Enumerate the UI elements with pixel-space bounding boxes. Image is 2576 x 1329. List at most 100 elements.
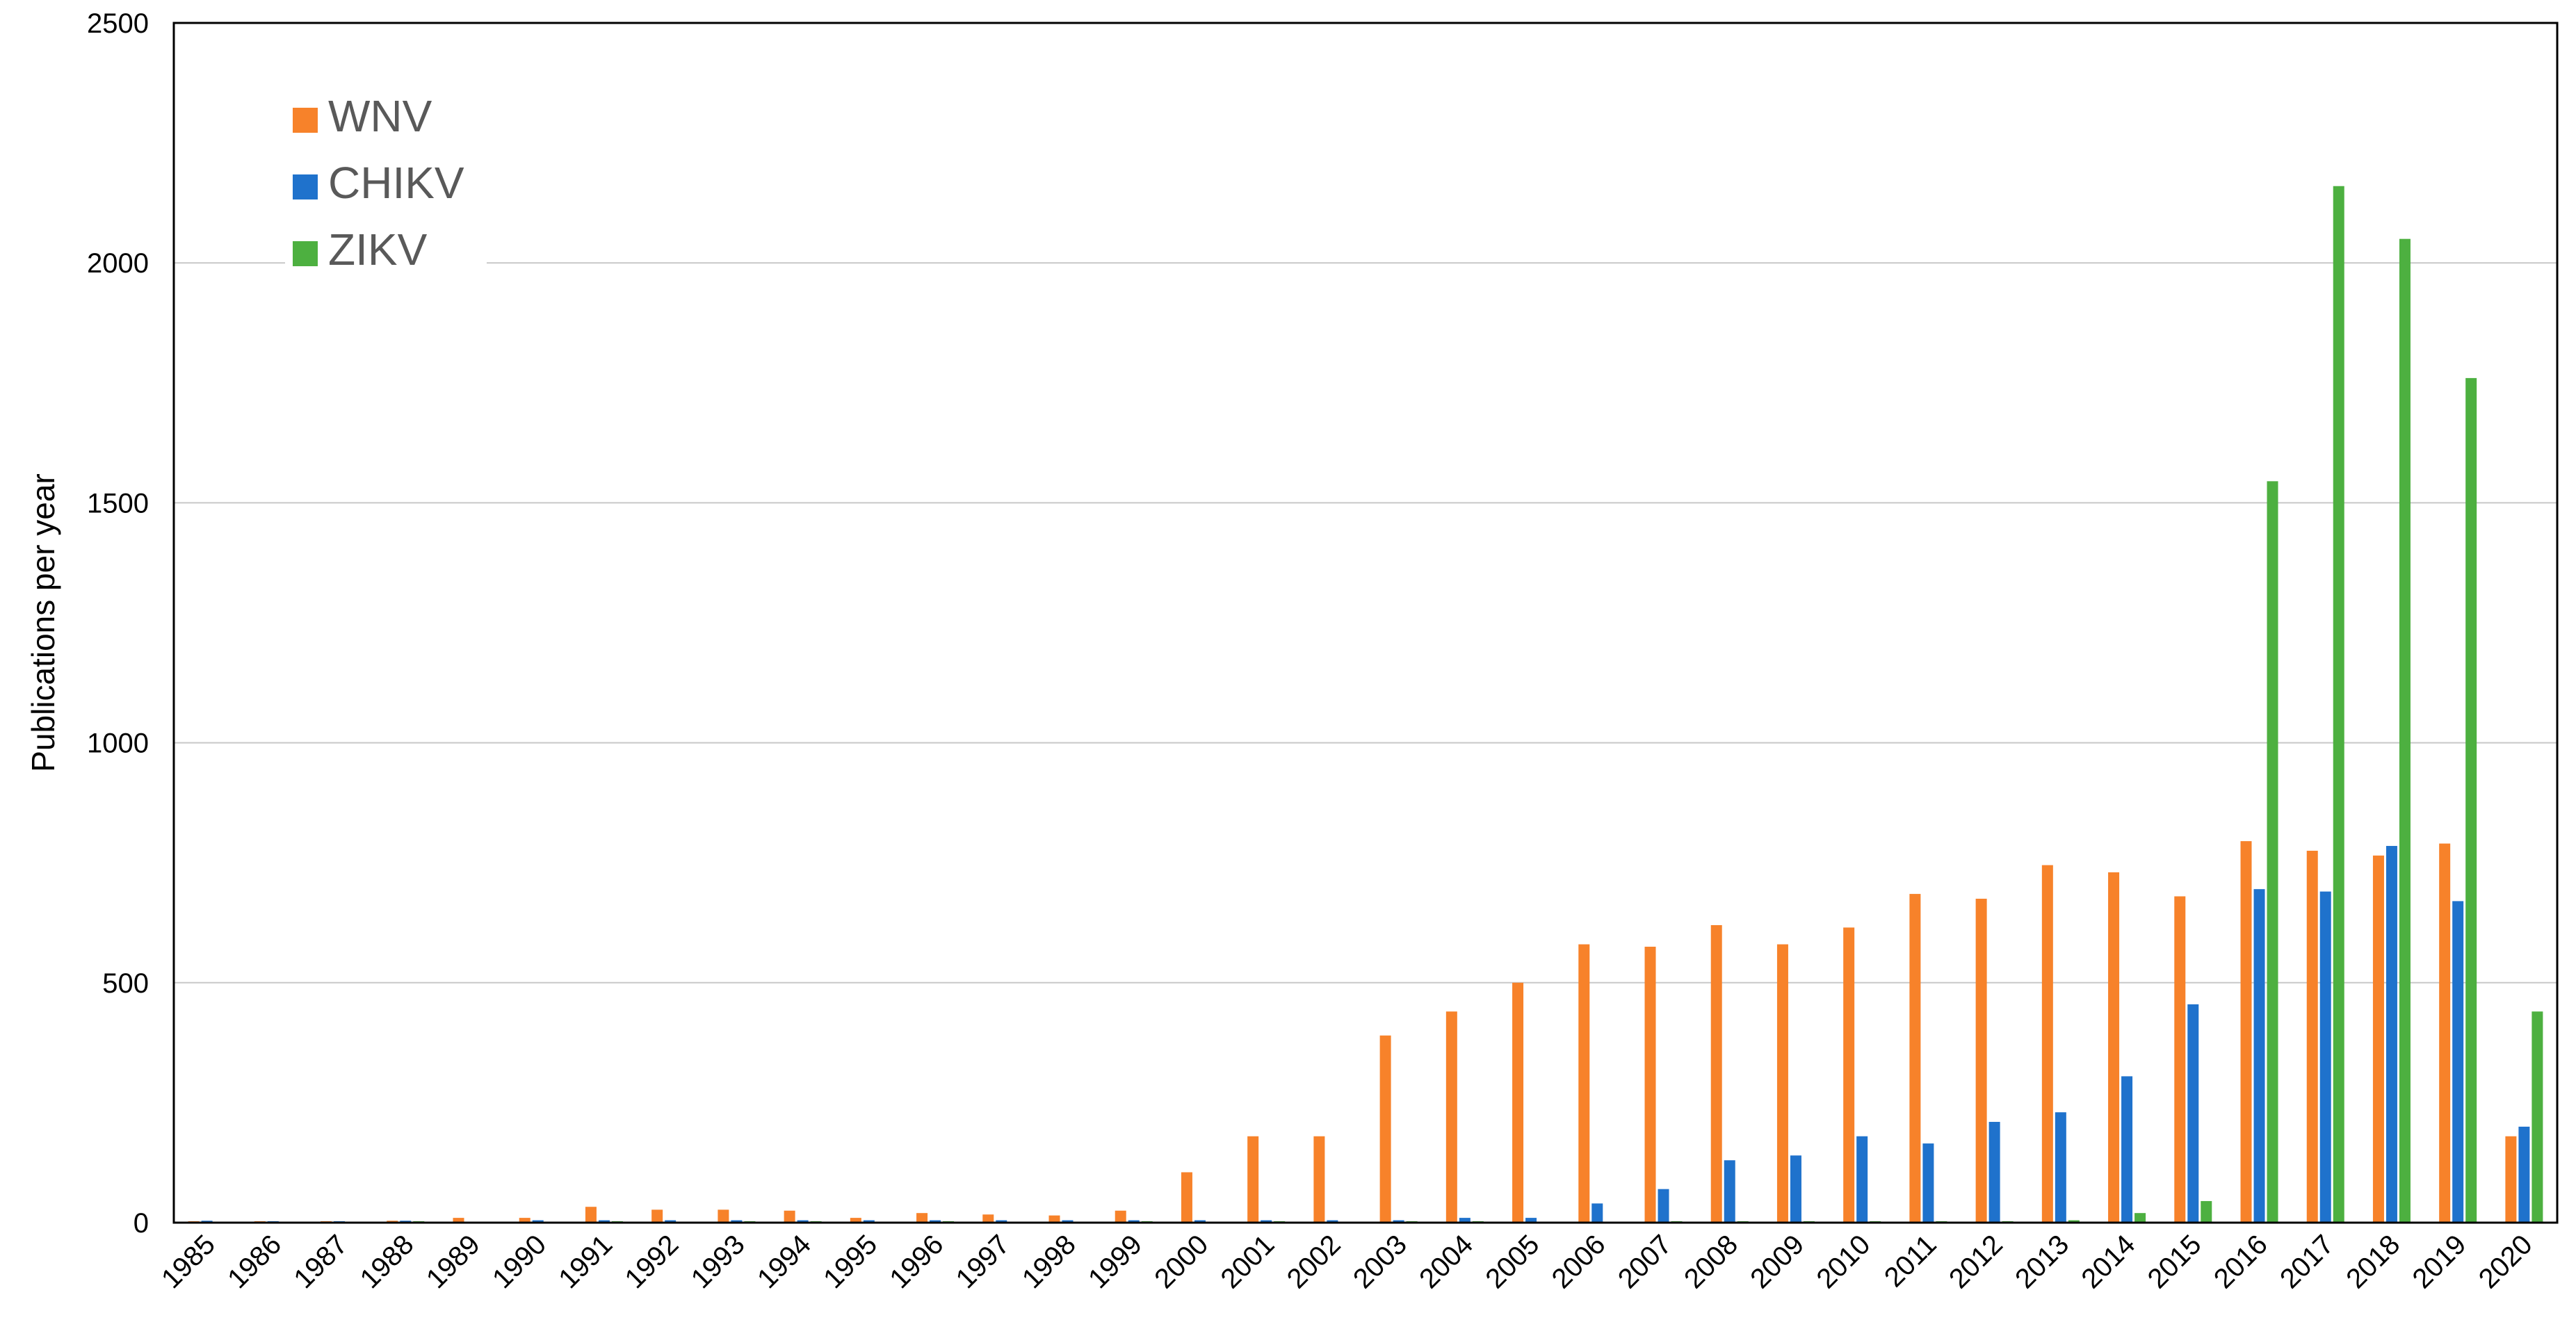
x-tick-label: 2002 [1281,1229,1347,1294]
bar-chikv-2011 [1922,1143,1934,1223]
bar-wnv-1995 [850,1218,861,1223]
y-tick-label: 500 [102,968,149,999]
bar-chikv-2008 [1724,1160,1735,1223]
x-tick-label: 2013 [2009,1229,2075,1294]
bar-wnv-1997 [982,1214,994,1223]
x-tick-label: 2007 [1612,1229,1678,1294]
bar-chikv-2003 [1393,1220,1404,1223]
bar-wnv-1994 [784,1210,795,1223]
bar-chikv-1991 [598,1220,610,1223]
bar-wnv-1999 [1115,1210,1126,1223]
legend-label-chikv: CHIKV [328,158,464,208]
bar-chikv-1996 [930,1220,941,1223]
bar-wnv-2014 [2108,872,2120,1223]
x-tick-label: 1995 [818,1229,883,1294]
y-tick-labels: 0 500 1000 1500 2000 2500 [87,8,149,1239]
x-tick-label: 2018 [2340,1229,2406,1294]
x-tick-label: 2000 [1149,1229,1214,1294]
x-tick-label: 2014 [2075,1229,2141,1294]
bar-chikv-2005 [1525,1218,1537,1223]
bar-wnv-2019 [2439,843,2451,1223]
x-tick-labels: 1985 1986 1987 1988 1989 1990 1991 1992 1993 1994… [156,1229,2538,1294]
bar-chikv-1995 [863,1220,875,1223]
bar-chikv-2019 [2452,901,2464,1223]
x-tick-label: 2011 [1879,1229,1943,1293]
bar-wnv-2020 [2505,1136,2517,1223]
bar-zikv-2015 [2201,1200,2212,1223]
bar-wnv-1992 [651,1209,663,1223]
x-tick-label: 2012 [1943,1229,2009,1294]
x-tick-label: 1990 [487,1229,552,1294]
bar-chikv-2017 [2319,891,2331,1223]
bar-chikv-1999 [1128,1220,1140,1223]
bar-chikv-2007 [1658,1189,1669,1223]
bar-wnv-2006 [1578,944,1590,1223]
bar-chikv-2016 [2253,889,2265,1223]
bar-wnv-1996 [916,1213,928,1223]
x-tick-label: 2017 [2274,1229,2340,1294]
x-tick-label: 1997 [950,1229,1016,1294]
x-tick-label: 2016 [2208,1229,2274,1294]
bar-wnv-2008 [1710,924,1722,1223]
x-tick-label: 1987 [288,1229,353,1294]
bar-chikv-2000 [1194,1220,1206,1223]
x-tick-label: 1988 [355,1229,420,1294]
legend-swatch-zikv [293,241,318,266]
bar-wnv-2017 [2306,850,2318,1223]
plot-frame [172,22,2559,1224]
legend-swatch-chikv [293,174,318,199]
x-tick-label: 1986 [222,1229,287,1294]
y-tick-label: 1500 [87,488,149,519]
x-tick-label: 1996 [884,1229,949,1294]
bar-chikv-1990 [532,1220,544,1223]
bar-zikv-2013 [2068,1220,2080,1223]
x-tick-label: 1994 [752,1229,817,1294]
bar-wnv-1989 [453,1218,464,1223]
bar-wnv-2004 [1445,1011,1457,1223]
bar-chikv-2010 [1856,1136,1868,1223]
x-tick-label: 2005 [1480,1229,1545,1294]
y-axis-label: Publications per year [25,473,61,772]
bar-wnv-2013 [2041,865,2053,1223]
bar-chikv-2020 [2518,1126,2530,1223]
bar-wnv-2005 [1512,982,1524,1223]
bar-chikv-2012 [1988,1122,2000,1223]
bar-wnv-1998 [1048,1215,1060,1223]
bar-chikv-1992 [665,1220,677,1223]
bar-wnv-2012 [1975,898,1987,1223]
bar-chikv-2002 [1327,1220,1338,1223]
legend-label-wnv: WNV [328,91,432,141]
bar-wnv-2007 [1644,947,1656,1223]
bar-wnv-2018 [2372,855,2384,1223]
bar-chikv-2001 [1261,1220,1272,1223]
bar-chikv-1994 [797,1220,809,1223]
y-tick-label: 0 [133,1208,149,1239]
bar-wnv-2001 [1247,1136,1259,1223]
bar-chikv-1997 [996,1220,1007,1223]
bar-chikv-2013 [2055,1112,2066,1223]
x-tick-label: 2009 [1744,1229,1810,1294]
x-tick-label: 1989 [421,1229,486,1294]
bar-chikv-1998 [1062,1220,1074,1223]
x-tick-label: 1992 [619,1229,684,1294]
bar-wnv-2015 [2174,896,2186,1223]
bar-zikv-2018 [2399,238,2411,1223]
bar-wnv-2000 [1181,1172,1192,1223]
bars [188,186,2543,1223]
x-tick-label: 1993 [686,1229,751,1294]
bar-wnv-2002 [1313,1136,1325,1223]
x-tick-label: 2020 [2473,1229,2538,1294]
legend-swatch-wnv [293,108,318,133]
x-tick-label: 1998 [1016,1229,1082,1294]
bar-wnv-1991 [585,1207,597,1223]
bar-wnv-1993 [718,1209,729,1223]
bar-wnv-2016 [2240,841,2252,1223]
bar-chikv-2018 [2385,846,2397,1223]
bar-wnv-1990 [519,1218,530,1223]
x-tick-label: 2019 [2406,1229,2472,1294]
x-tick-label: 1999 [1083,1229,1148,1294]
gridlines [174,262,2557,984]
bar-zikv-2017 [2333,186,2344,1223]
